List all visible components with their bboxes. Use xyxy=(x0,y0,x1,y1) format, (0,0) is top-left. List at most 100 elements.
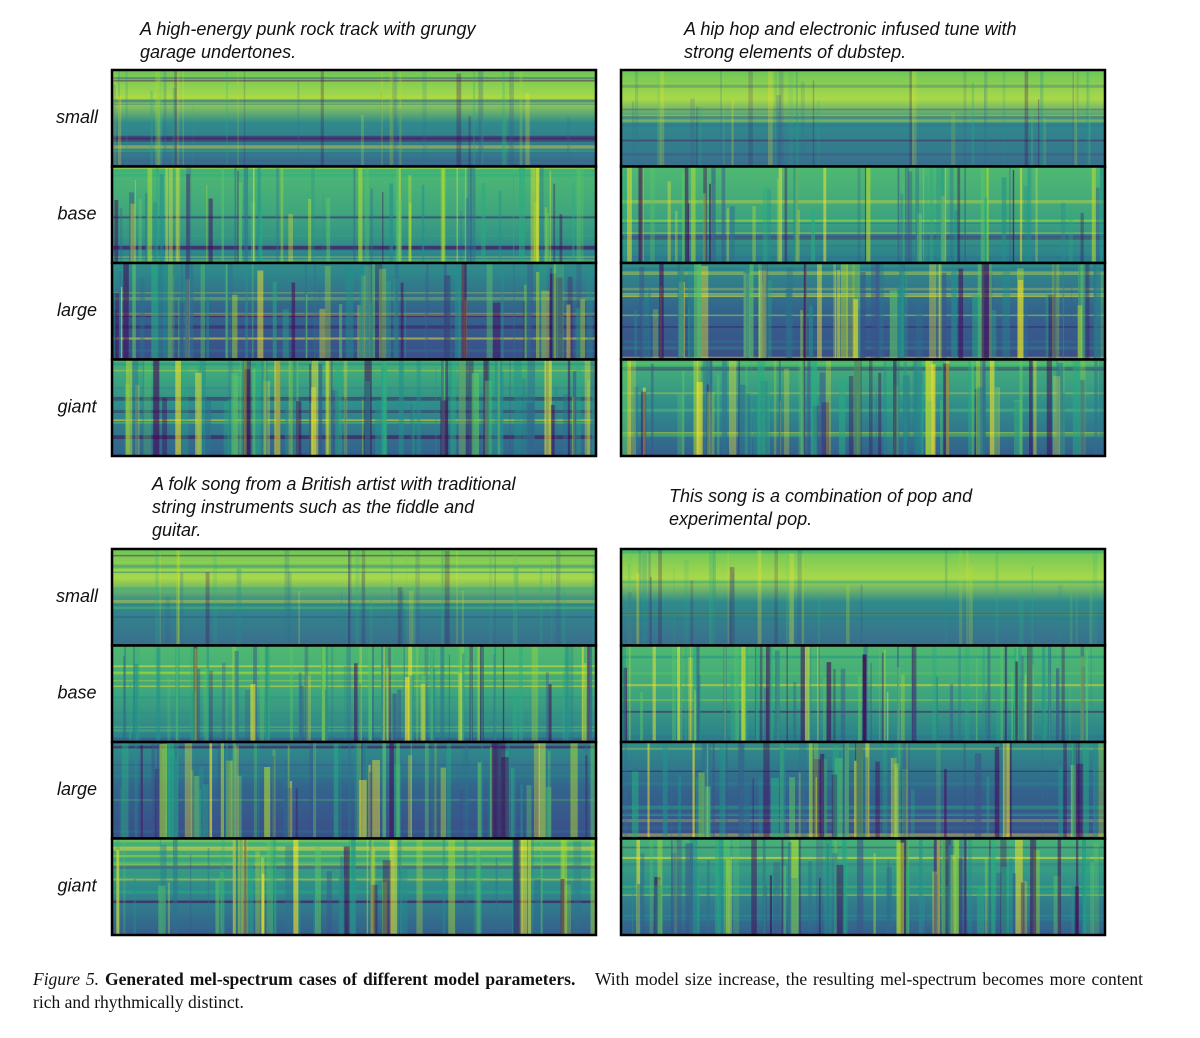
spectrogram-stripe xyxy=(153,359,160,456)
spectrogram-stripe xyxy=(362,399,364,456)
spectrogram-stripe xyxy=(368,263,373,360)
spectrogram-stripe xyxy=(523,284,527,360)
spectrogram-stripe xyxy=(326,359,332,456)
spectrogram-stripe xyxy=(768,70,773,167)
spectrogram-stripe xyxy=(676,645,681,742)
spectrogram-stripe xyxy=(551,559,553,646)
spectrogram-stripe xyxy=(382,191,384,263)
spectrogram-band xyxy=(621,148,1105,152)
spectrogram-stripe xyxy=(590,742,598,839)
spectrogram-stripe xyxy=(114,200,119,263)
spectrogram-stripe xyxy=(893,359,897,456)
spectrogram-stripe xyxy=(182,70,184,167)
spectrogram-stripe xyxy=(1009,858,1013,935)
spectrogram-stripe xyxy=(755,645,759,742)
spectrogram-stripe xyxy=(723,742,726,839)
spectrogram-stripe xyxy=(790,878,798,935)
spectrogram-stripe xyxy=(501,757,509,839)
spectrogram-stripe xyxy=(498,190,502,263)
spectrogram-stripe xyxy=(570,742,578,839)
spectrogram-stripe xyxy=(586,263,593,360)
spectrogram-stripe xyxy=(410,403,415,456)
spectrogram-stripe xyxy=(737,742,744,839)
spectrogram-stripe xyxy=(243,359,247,456)
spectrogram-stripe xyxy=(489,549,493,646)
spectrogram-stripe xyxy=(932,370,935,456)
spectrogram-stripe xyxy=(527,359,536,456)
spectrogram-stripe xyxy=(359,263,365,360)
spectrogram-stripe xyxy=(185,263,190,360)
spectrogram-band xyxy=(112,349,596,353)
spectrogram-stripe xyxy=(648,551,651,646)
spectrogram-band xyxy=(112,729,596,732)
spectrogram-stripe xyxy=(560,838,568,935)
spectrogram-stripe xyxy=(382,860,391,935)
spectrogram-stripe xyxy=(400,591,404,646)
spectrogram-stripe xyxy=(677,263,685,360)
spectrogram-stripe xyxy=(353,166,356,263)
spectrogram-stripe xyxy=(943,363,950,456)
spectrogram-stripe xyxy=(831,774,838,839)
spectrogram-stripe xyxy=(375,400,383,456)
spectrogram-stripe xyxy=(194,648,197,742)
spectrogram-band xyxy=(621,244,1105,247)
spectrogram-stripe xyxy=(892,359,897,456)
spectrogram-stripe xyxy=(723,838,730,935)
spectrogram-stripe xyxy=(748,70,753,167)
spectrogram-stripe xyxy=(954,838,959,935)
spectrogram-stripe xyxy=(822,677,827,742)
spectrogram-stripe xyxy=(1095,187,1100,263)
spectrogram-stripe xyxy=(440,166,446,263)
spectrogram-stripe xyxy=(1055,668,1060,742)
spectrogram-stripe xyxy=(539,742,546,839)
spectrogram-stripe xyxy=(575,307,582,360)
spectrogram-stripe xyxy=(245,690,250,742)
spectrogram-stripe xyxy=(163,70,167,167)
spectrogram-stripe xyxy=(671,852,677,935)
spectrogram-stripe xyxy=(860,584,863,646)
spectrogram-stripe xyxy=(248,359,256,456)
spectrogram-stripe xyxy=(288,359,293,456)
spectrogram-stripe xyxy=(520,784,523,839)
spectrogram-band xyxy=(112,77,596,80)
spectrogram-stripe xyxy=(890,757,897,839)
spectrogram-stripe xyxy=(761,263,769,360)
spectrogram-stripe xyxy=(811,208,816,263)
spectrogram-stripe xyxy=(297,879,301,935)
spectrogram-stripe xyxy=(576,166,582,263)
spectrogram-stripe xyxy=(274,359,281,456)
spectrogram-stripe xyxy=(522,390,529,456)
spectrogram-stripe xyxy=(796,114,799,167)
spectrogram-stripe xyxy=(355,549,360,646)
spectrogram-stripe xyxy=(1047,645,1051,742)
spectrogram-stripe xyxy=(467,166,470,263)
spectrogram-stripe xyxy=(1018,280,1024,360)
spectrogram-stripe xyxy=(1086,71,1089,167)
spectrogram-stripe xyxy=(173,838,178,935)
spectrogram-stripe xyxy=(776,178,780,263)
spectrogram-stripe xyxy=(450,359,454,456)
spectrogram-stripe xyxy=(525,92,530,167)
spectrogram-stripe xyxy=(391,70,397,167)
spectrogram-stripe xyxy=(442,838,446,935)
spectrogram-stripe xyxy=(964,838,967,935)
spectrogram-stripe xyxy=(649,838,654,935)
spectrogram-stripe xyxy=(676,838,682,935)
spectrogram-stripe xyxy=(836,864,844,935)
spectrogram-band xyxy=(112,419,596,421)
spectrogram-stripe xyxy=(142,359,145,456)
spectrogram-stripe xyxy=(1035,166,1038,263)
spectrogram-stripe xyxy=(370,188,374,263)
spectrogram-stripe xyxy=(1052,263,1060,360)
spectrogram-stripe xyxy=(454,263,462,360)
spectrogram-stripe xyxy=(981,263,990,360)
spectrogram-stripe xyxy=(397,838,402,935)
spectrogram-band xyxy=(112,696,596,699)
spectrogram-stripe xyxy=(440,549,444,646)
spectrogram-band xyxy=(112,421,596,424)
spectrogram-stripe xyxy=(633,386,639,456)
spectrogram-stripe xyxy=(422,70,427,167)
spectrogram-stripe xyxy=(815,838,824,935)
spectrogram-stripe xyxy=(812,405,819,456)
spectrogram-stripe xyxy=(688,657,693,742)
